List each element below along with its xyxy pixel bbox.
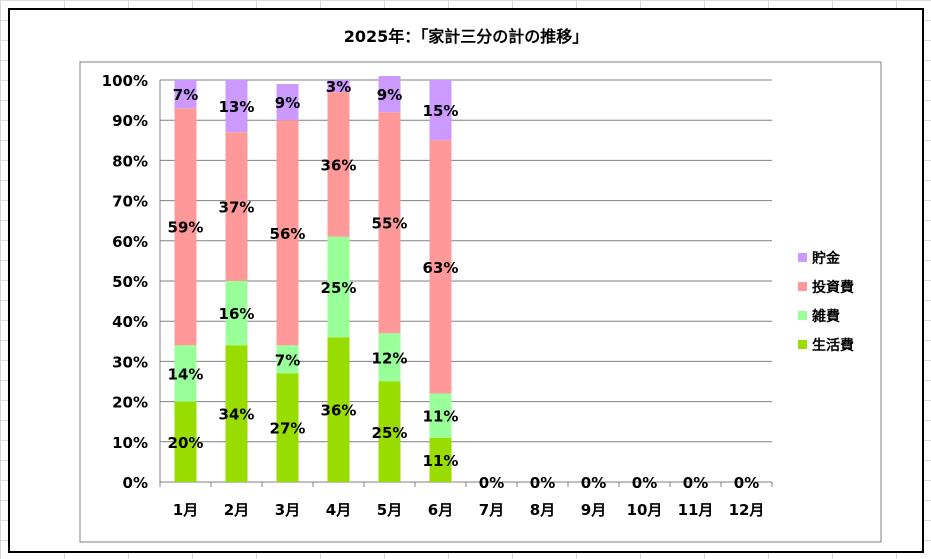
bar-segment [225, 281, 248, 346]
bar-layer [174, 75, 452, 482]
x-tick-label: 4月 [326, 501, 351, 519]
bar-segment [174, 80, 197, 109]
data-label: 9% [275, 94, 300, 112]
grid-layer: 0% 10% 20% 30% 40% 50% 60% 70% 80% 90% 100% [102, 72, 773, 492]
data-label: 7% [173, 86, 198, 104]
bar-segment [174, 345, 197, 402]
data-label: 36% [321, 156, 357, 174]
data-label: 15% [423, 102, 459, 120]
y-tick-label: 30% [112, 353, 148, 371]
x-tick-label: 11月 [678, 501, 714, 519]
bar-segment [378, 381, 401, 482]
data-label: 0% [683, 474, 708, 492]
data-label: 16% [219, 305, 255, 323]
y-tick-label: 50% [112, 273, 148, 291]
legend-label: 貯金 [812, 250, 841, 267]
data-label: 9% [377, 86, 402, 104]
data-label: 13% [219, 98, 255, 116]
y-tick-label: 70% [112, 193, 148, 211]
bar-segment [225, 345, 248, 482]
bar-segment [378, 75, 401, 113]
y-tick-label: 60% [112, 233, 148, 251]
legend-swatch [798, 253, 807, 262]
legend-swatch [798, 282, 807, 291]
data-label: 36% [321, 402, 357, 420]
y-tick-label: 100% [102, 72, 148, 90]
bar-segment [174, 108, 197, 346]
data-label: 25% [321, 279, 357, 297]
bar-segment [429, 80, 452, 141]
x-tick-label: 7月 [479, 501, 504, 519]
bar-segment [276, 84, 299, 121]
bar-segment [276, 120, 299, 346]
data-label: 0% [479, 474, 504, 492]
data-label: 7% [275, 351, 300, 369]
data-label: 27% [270, 420, 306, 438]
bar-segment [327, 337, 350, 482]
legend-swatch [798, 340, 807, 349]
bar-segment [378, 333, 401, 382]
x-tick-label: 3月 [275, 501, 300, 519]
legend-label: 投資費 [812, 279, 854, 296]
bar-segment [327, 236, 350, 338]
bar-segment [225, 80, 248, 133]
x-tick-label: 1月 [173, 501, 198, 519]
data-label: 11% [423, 408, 459, 426]
y-tick-label: 0% [123, 474, 148, 492]
bar-segment [429, 393, 452, 438]
bar-segment [225, 132, 248, 281]
x-tick-label: 9月 [581, 501, 606, 519]
data-label: 14% [168, 365, 204, 383]
y-tick-label: 20% [112, 394, 148, 412]
data-label: 0% [632, 474, 657, 492]
data-label: 55% [372, 215, 408, 233]
data-label: 56% [270, 225, 306, 243]
data-label: 0% [530, 474, 555, 492]
bar-segment [276, 345, 299, 374]
data-label: 12% [372, 349, 408, 367]
y-tick-label: 90% [112, 112, 148, 130]
data-label: 25% [372, 424, 408, 442]
data-label: 3% [326, 78, 351, 96]
data-label: 0% [734, 474, 759, 492]
bar-segment [276, 373, 299, 482]
x-tick-label: 5月 [377, 501, 402, 519]
x-tick-label: 12月 [729, 501, 765, 519]
legend-label: 雑費 [811, 308, 840, 325]
x-tick-label: 10月 [627, 501, 663, 519]
legend-label: 生活費 [812, 337, 854, 354]
data-label: 20% [168, 434, 204, 452]
y-tick-label: 40% [112, 313, 148, 331]
bar-segment [378, 112, 401, 334]
label-layer: 20% 14% 59% 7% 1月 34% 16% 37% 13% 2月 27% 7% 56% 9% 3月 3… [168, 78, 765, 519]
x-tick-label: 6月 [428, 501, 453, 519]
x-tick-label: 2月 [224, 501, 249, 519]
bar-segment [327, 92, 350, 237]
data-label: 11% [423, 452, 459, 470]
data-label: 0% [581, 474, 606, 492]
chart-title: 2025年：「家計三分の計の推移」 [343, 27, 589, 46]
bar-segment [327, 80, 350, 93]
chart-area: 2025年：「家計三分の計の推移」 0% 10% 20% 30% 40% 50% 60% 70… [8, 8, 924, 553]
y-tick-label: 80% [112, 152, 148, 170]
y-tick-label: 10% [112, 434, 148, 452]
legend-swatch [798, 311, 807, 320]
bar-segment [429, 140, 452, 394]
data-label: 63% [423, 259, 459, 277]
data-label: 37% [219, 199, 255, 217]
bar-segment [174, 401, 197, 482]
x-tick-label: 8月 [530, 501, 555, 519]
data-label: 59% [168, 219, 204, 237]
data-label: 34% [219, 406, 255, 424]
bar-segment [429, 437, 452, 482]
plot-area [79, 61, 882, 543]
chart-svg: 0% 10% 20% 30% 40% 50% 60% 70% 80% 90% 100% 20% 14%… [79, 61, 882, 543]
